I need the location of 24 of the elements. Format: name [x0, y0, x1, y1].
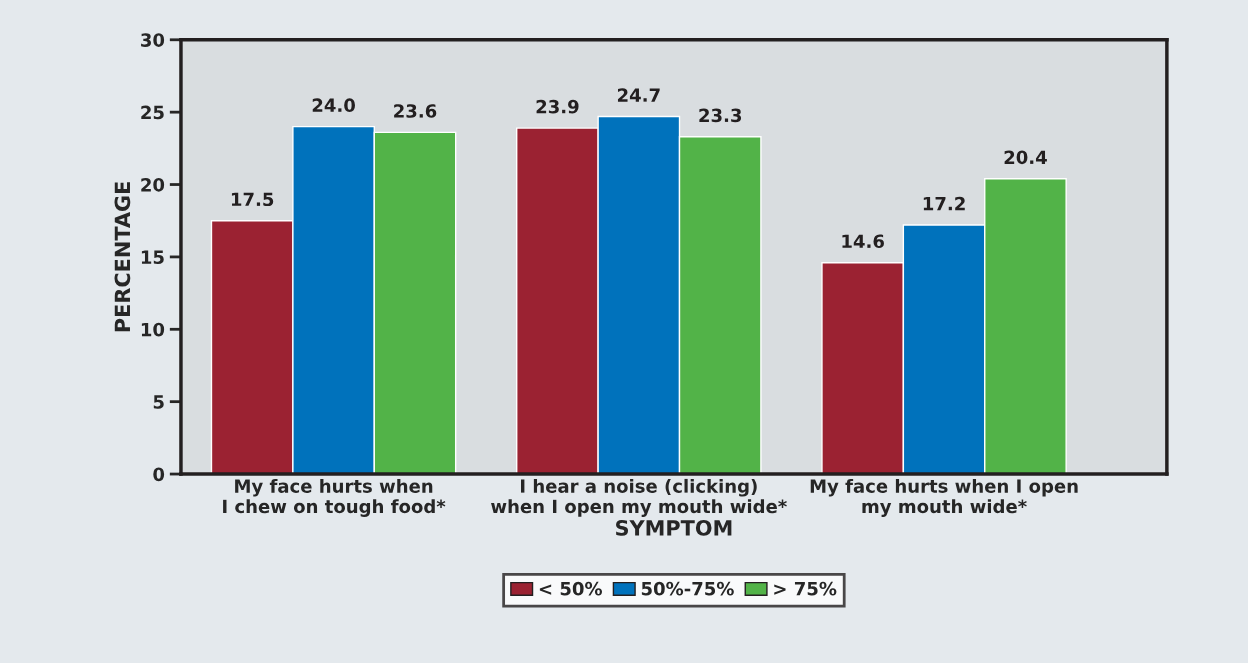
- data-label: 14.6: [842, 234, 884, 249]
- y-tick-label: 10: [141, 322, 165, 337]
- y-tick-label: 20: [141, 177, 165, 192]
- y-tick-label: 30: [141, 33, 165, 47]
- data-label: 24.7: [617, 88, 660, 102]
- y-axis-title: PERCENTAGE: [114, 182, 131, 332]
- legend-label: 50%-75%: [641, 581, 734, 596]
- x-axis-title: SYMPTOM: [616, 520, 732, 536]
- x-tick-label: I hear a noise (clicking) when I open my mouth wide*: [491, 478, 787, 517]
- data-label: 23.6: [394, 104, 437, 118]
- legend-label: < 50%: [539, 581, 602, 596]
- x-tick-label: My face hurts when I chew on tough food*: [223, 478, 446, 517]
- data-label: 23.9: [536, 99, 579, 114]
- data-label: 17.2: [923, 196, 965, 211]
- data-label: 23.3: [699, 108, 742, 123]
- y-tick-label: 25: [141, 105, 164, 120]
- y-tick-label: 0: [153, 467, 165, 482]
- x-tick-label: My face hurts when I open my mouth wide*: [810, 478, 1078, 517]
- data-label: 20.4: [1004, 150, 1047, 165]
- y-tick-label: 5: [153, 395, 164, 409]
- data-label: 24.0: [312, 98, 355, 113]
- legend-label: > 75%: [774, 581, 837, 596]
- y-tick-label: 15: [141, 250, 164, 265]
- data-label: 17.5: [231, 192, 274, 207]
